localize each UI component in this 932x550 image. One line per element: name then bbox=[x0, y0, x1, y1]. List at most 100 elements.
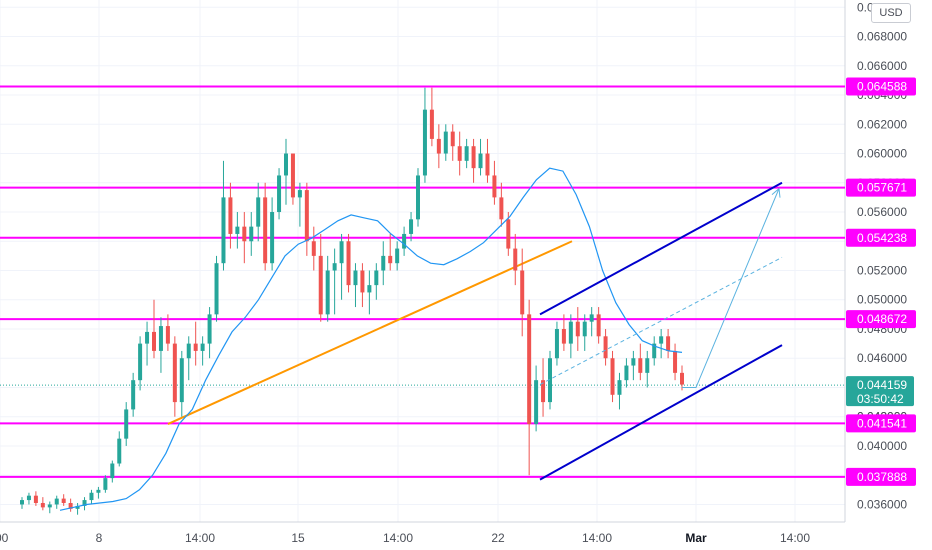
candle-body bbox=[388, 255, 393, 264]
candle-body bbox=[193, 343, 198, 351]
candle-body bbox=[436, 138, 441, 154]
candle-body bbox=[297, 190, 302, 198]
candle-body bbox=[318, 255, 323, 315]
candle-body bbox=[20, 500, 24, 505]
candle-body bbox=[374, 270, 379, 286]
candle-body bbox=[47, 504, 52, 508]
y-tick-label: 0.056000 bbox=[857, 205, 907, 219]
candle-body bbox=[290, 153, 295, 198]
level-tag-label: 0.041541 bbox=[857, 416, 907, 430]
candle-body bbox=[332, 263, 337, 271]
x-tick-label: 15 bbox=[291, 531, 305, 545]
x-tick-label: 22 bbox=[491, 531, 505, 545]
candle-body bbox=[443, 131, 448, 154]
candle-body bbox=[429, 109, 434, 139]
level-tag bbox=[846, 77, 916, 96]
level-tag bbox=[846, 310, 916, 329]
candle-body bbox=[207, 314, 212, 344]
candle-body bbox=[464, 146, 469, 161]
candle-body bbox=[492, 175, 497, 198]
candle-body bbox=[54, 498, 59, 505]
y-tick-label: 0.050000 bbox=[857, 293, 907, 307]
candle-body bbox=[367, 285, 372, 293]
candle-body bbox=[124, 409, 129, 439]
candle-body bbox=[603, 336, 608, 359]
x-tick-label: :00 bbox=[0, 531, 9, 545]
channel-upper-line bbox=[539, 181, 783, 316]
candle-body bbox=[680, 372, 684, 385]
projection-arrow bbox=[682, 188, 780, 388]
candle-body bbox=[61, 498, 66, 503]
candle-body bbox=[568, 321, 573, 344]
currency-label[interactable]: USD bbox=[871, 3, 911, 23]
candle-body bbox=[575, 321, 580, 337]
y-tick-label: 0.036000 bbox=[857, 497, 907, 511]
y-tick-label: 0.060000 bbox=[857, 147, 907, 161]
candle-body bbox=[624, 365, 629, 381]
candle-body bbox=[270, 212, 275, 264]
candle-body bbox=[131, 380, 136, 410]
x-tick-label: 14:00 bbox=[582, 531, 612, 545]
candle-body bbox=[645, 358, 650, 373]
candle-body bbox=[652, 343, 657, 359]
candle-body bbox=[416, 175, 420, 220]
candle-body bbox=[527, 314, 532, 425]
candle-body bbox=[353, 270, 358, 286]
candle-body bbox=[158, 326, 163, 351]
candle-body bbox=[402, 233, 407, 249]
moving-average-line bbox=[59, 167, 683, 511]
channel-lower-line bbox=[539, 344, 783, 481]
candle-body bbox=[561, 328, 566, 344]
candle-body bbox=[582, 321, 587, 337]
level-tag-label: 0.048672 bbox=[857, 312, 907, 326]
candle-body bbox=[548, 358, 552, 403]
level-tag-label: 0.064588 bbox=[857, 79, 907, 93]
candle-body bbox=[638, 358, 643, 373]
candle-body bbox=[610, 358, 615, 395]
candle-body bbox=[589, 314, 594, 322]
candle-body bbox=[457, 146, 462, 161]
candle-body bbox=[89, 492, 94, 501]
candle-body bbox=[325, 270, 330, 315]
candle-body bbox=[228, 197, 233, 234]
candle-body bbox=[381, 255, 386, 271]
candle-body bbox=[110, 463, 115, 479]
y-tick-label: 0.052000 bbox=[857, 264, 907, 278]
candle-body bbox=[33, 495, 38, 503]
candle-body bbox=[179, 358, 184, 403]
y-tick-label: 0.062000 bbox=[857, 117, 907, 131]
candle-body bbox=[422, 109, 427, 176]
candle-body bbox=[117, 438, 122, 464]
level-tag-label: 0.054238 bbox=[857, 231, 907, 245]
x-tick-label: Mar bbox=[685, 531, 707, 545]
candle-body bbox=[235, 226, 240, 234]
candle-body bbox=[138, 343, 143, 381]
level-tag-label: 0.057671 bbox=[857, 181, 907, 195]
candle-body bbox=[450, 131, 455, 147]
candle-body bbox=[311, 241, 316, 256]
candle-body bbox=[673, 350, 678, 373]
candle-body bbox=[346, 241, 351, 286]
projection-arrow-head bbox=[771, 187, 781, 198]
candle-body bbox=[478, 153, 483, 169]
candle-body bbox=[499, 197, 504, 220]
candle-body bbox=[221, 197, 226, 264]
countdown-label: 03:50:42 bbox=[857, 392, 904, 406]
candle-body bbox=[541, 380, 546, 403]
candle-body bbox=[617, 380, 622, 395]
candle-body bbox=[513, 248, 518, 271]
level-tag-label: 0.037888 bbox=[857, 470, 907, 484]
y-tick-label: 0.068000 bbox=[857, 30, 907, 44]
candle-body bbox=[284, 153, 288, 176]
current-price-label: 0.044159 bbox=[857, 378, 907, 392]
candle-body bbox=[75, 505, 80, 509]
candle-body bbox=[471, 146, 476, 169]
candle-body bbox=[26, 495, 31, 501]
x-tick-label: 14:00 bbox=[185, 531, 215, 545]
candle-body bbox=[554, 328, 559, 359]
level-tag bbox=[846, 467, 916, 486]
candle-body bbox=[395, 248, 400, 264]
candle-body bbox=[96, 489, 101, 493]
